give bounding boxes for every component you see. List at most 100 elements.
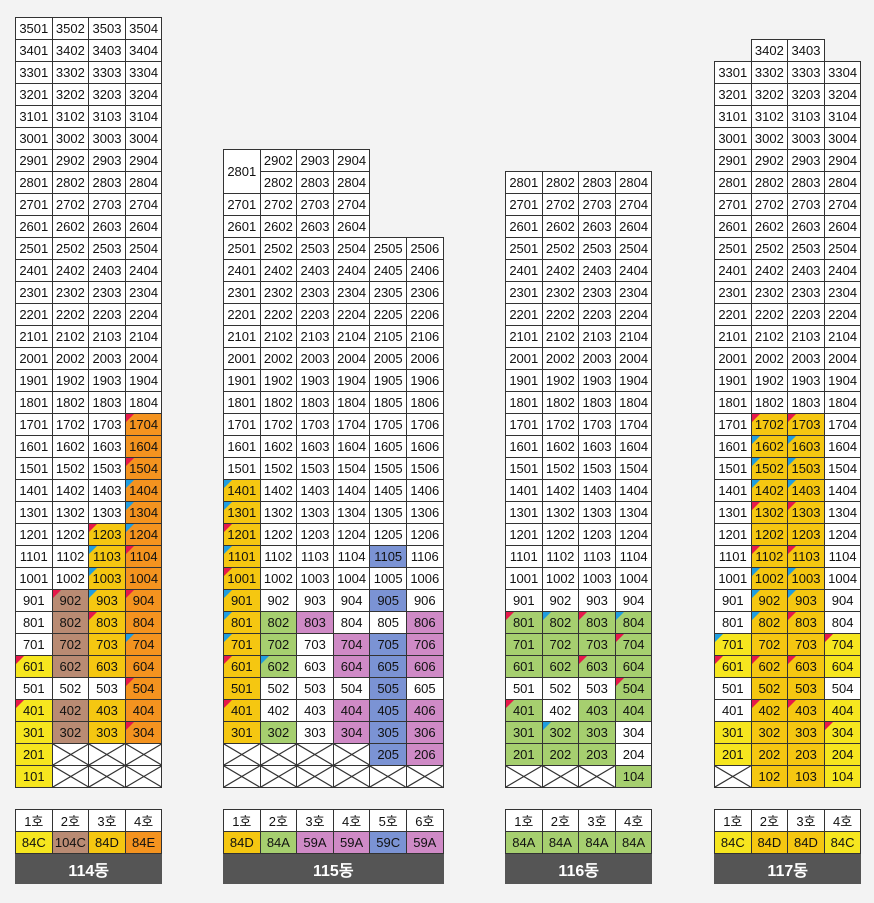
cross-mark-icon bbox=[334, 744, 370, 765]
unit-cell: 1201 bbox=[714, 523, 752, 546]
unit-cell: 501 bbox=[223, 677, 261, 700]
unit-cell: 1104 bbox=[614, 545, 653, 568]
unit-number: 202 bbox=[758, 747, 781, 762]
unit-cell: 2602 bbox=[541, 215, 580, 238]
unit-cell: 902 bbox=[541, 589, 580, 612]
unit-cell: 1504 bbox=[823, 457, 862, 480]
unit-number: 1603 bbox=[300, 439, 330, 454]
unit-cell: 1204 bbox=[124, 523, 163, 546]
cross-mark-icon bbox=[224, 744, 260, 765]
legend-unit-type: 84A bbox=[259, 831, 298, 854]
unit-number: 84C bbox=[21, 835, 46, 850]
unit-number: 1904 bbox=[129, 373, 159, 388]
blue-corner-marker bbox=[224, 502, 232, 510]
unit-number: 905 bbox=[377, 593, 400, 608]
unit-number: 2103 bbox=[92, 329, 122, 344]
unit-cell: 1303 bbox=[787, 501, 825, 524]
unit-number: 1504 bbox=[129, 461, 159, 476]
unit-cell: 2302 bbox=[51, 281, 90, 304]
unit-number: 1701 bbox=[718, 417, 748, 432]
unit-cell: 2602 bbox=[750, 215, 789, 238]
unit-number: 1706 bbox=[410, 417, 440, 432]
unit-number: 1903 bbox=[791, 373, 821, 388]
unit-cell: 2003 bbox=[296, 347, 334, 370]
unit-cell: 302 bbox=[750, 721, 789, 744]
unit-cell: 1404 bbox=[614, 479, 653, 502]
unit-cell: 2603 bbox=[296, 215, 334, 238]
unit-cell: 1503 bbox=[578, 457, 616, 480]
unit-cell: 2405 bbox=[369, 259, 407, 282]
unit-cell: 2202 bbox=[259, 303, 298, 326]
unit-number: 603 bbox=[96, 659, 118, 674]
unit-cell: 1004 bbox=[124, 567, 163, 590]
unit-number: 1402 bbox=[263, 483, 293, 498]
unit-cell: 1903 bbox=[296, 369, 334, 392]
unit-cell: 602 bbox=[541, 655, 580, 678]
unit-number: 1호 bbox=[723, 814, 743, 829]
unit-cell: 1103 bbox=[296, 545, 334, 568]
blue-corner-marker bbox=[125, 502, 134, 510]
unit-number: 2005 bbox=[373, 351, 403, 366]
blue-corner-marker bbox=[89, 568, 98, 576]
unit-number: 1402 bbox=[754, 483, 784, 498]
unit-number: 1001 bbox=[509, 571, 539, 586]
unit-number: 1403 bbox=[791, 483, 821, 498]
unit-cell: 504 bbox=[124, 677, 163, 700]
unit-cell: 2403 bbox=[296, 259, 334, 282]
unit-cell: 403 bbox=[578, 699, 616, 722]
unit-cell: 1901 bbox=[223, 369, 261, 392]
unit-cell: 1201 bbox=[223, 523, 261, 546]
unit-number: 502 bbox=[267, 681, 290, 696]
unit-cell: 1002 bbox=[51, 567, 90, 590]
unit-cell: 1404 bbox=[124, 479, 163, 502]
unit-cell: 1706 bbox=[406, 413, 444, 436]
unit-cell: 2601 bbox=[714, 215, 752, 238]
unit-cell: 2401 bbox=[15, 259, 53, 282]
unit-number: 1302 bbox=[55, 505, 85, 520]
unit-number: 1401 bbox=[227, 483, 257, 498]
unit-number: 1401 bbox=[19, 483, 49, 498]
unit-number: 2402 bbox=[545, 263, 575, 278]
unit-cell: 601 bbox=[505, 655, 543, 678]
unit-number: 1202 bbox=[55, 527, 85, 542]
unit-number: 704 bbox=[132, 637, 155, 652]
unit-number: 84D bbox=[757, 835, 782, 850]
unit-number: 2003 bbox=[582, 351, 612, 366]
unit-cell: 901 bbox=[714, 589, 752, 612]
unit-number: 104 bbox=[622, 769, 645, 784]
unit-cell: 404 bbox=[823, 699, 862, 722]
unit-cell: 704 bbox=[823, 633, 862, 656]
unit-number: 1704 bbox=[828, 417, 858, 432]
unit-number: 1801 bbox=[227, 395, 257, 410]
unit-number: 1905 bbox=[373, 373, 403, 388]
unit-number: 2204 bbox=[129, 307, 159, 322]
unit-cell: 2604 bbox=[124, 215, 163, 238]
unit-number: 2006 bbox=[410, 351, 440, 366]
unit-number: 1301 bbox=[19, 505, 49, 520]
unit-number: 2304 bbox=[828, 285, 858, 300]
unit-cell: 705 bbox=[369, 633, 407, 656]
unit-cell: 2103 bbox=[88, 325, 126, 348]
unit-cell: 703 bbox=[787, 633, 825, 656]
unit-cell: 2004 bbox=[823, 347, 862, 370]
unit-number: 2104 bbox=[129, 329, 159, 344]
red-corner-marker bbox=[824, 722, 833, 730]
unit-cell: 1902 bbox=[541, 369, 580, 392]
unit-cell: 2001 bbox=[505, 347, 543, 370]
unit-number: 2104 bbox=[828, 329, 858, 344]
unit-cell: 704 bbox=[124, 633, 163, 656]
unit-cell: 2206 bbox=[406, 303, 444, 326]
unit-number: 1605 bbox=[373, 439, 403, 454]
unit-number: 2302 bbox=[545, 285, 575, 300]
unit-cell: 2404 bbox=[124, 259, 163, 282]
blue-corner-marker bbox=[715, 634, 723, 642]
unit-cell: 304 bbox=[614, 721, 653, 744]
red-corner-marker bbox=[16, 656, 24, 664]
unit-number: 1502 bbox=[545, 461, 575, 476]
unit-number: 2204 bbox=[828, 307, 858, 322]
unit-number: 3403 bbox=[92, 43, 122, 58]
unit-cell: 2002 bbox=[259, 347, 298, 370]
unit-cell: 1204 bbox=[332, 523, 371, 546]
red-corner-marker bbox=[579, 612, 588, 620]
unit-number: 2505 bbox=[373, 241, 403, 256]
